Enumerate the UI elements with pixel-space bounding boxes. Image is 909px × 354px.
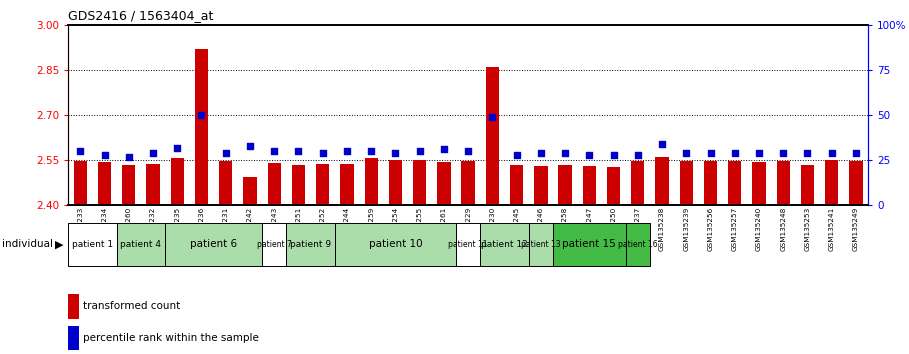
Bar <box>534 166 547 205</box>
Bar <box>171 158 184 205</box>
Bar <box>753 162 765 205</box>
Point <box>195 112 209 118</box>
Bar <box>680 161 693 205</box>
Bar <box>625 223 650 266</box>
Text: patient 11: patient 11 <box>448 240 488 249</box>
Point <box>485 114 500 120</box>
Point <box>388 150 403 156</box>
Bar <box>704 161 717 205</box>
Bar <box>510 165 524 205</box>
Point <box>122 154 136 159</box>
Bar <box>480 223 529 266</box>
Bar <box>776 161 790 205</box>
Bar <box>413 160 426 205</box>
Bar <box>801 165 814 205</box>
Text: GDS2416 / 1563404_at: GDS2416 / 1563404_at <box>68 9 214 22</box>
Bar <box>365 158 378 205</box>
Text: patient 6: patient 6 <box>190 239 237 249</box>
Text: patient 10: patient 10 <box>369 239 422 249</box>
Bar <box>437 162 451 205</box>
Bar <box>340 164 354 205</box>
Point <box>704 150 718 156</box>
Text: individual: individual <box>2 239 53 249</box>
Point <box>145 150 160 156</box>
Bar <box>389 160 402 205</box>
Text: transformed count: transformed count <box>83 301 180 311</box>
Bar <box>116 223 165 266</box>
Point <box>727 150 742 156</box>
Point <box>631 152 645 158</box>
Bar <box>267 163 281 205</box>
Text: patient 16: patient 16 <box>618 240 657 249</box>
Text: percentile rank within the sample: percentile rank within the sample <box>83 333 258 343</box>
Point <box>509 152 524 158</box>
Bar <box>195 49 208 205</box>
Bar <box>607 167 620 205</box>
Text: patient 1: patient 1 <box>72 240 113 249</box>
Text: patient 9: patient 9 <box>290 240 331 249</box>
Point <box>776 150 791 156</box>
Point <box>582 152 596 158</box>
Point <box>413 148 427 154</box>
Bar <box>68 223 116 266</box>
Bar <box>74 161 87 205</box>
Text: patient 13: patient 13 <box>521 240 561 249</box>
Bar <box>849 161 863 205</box>
Point <box>654 141 669 147</box>
Bar <box>485 67 499 205</box>
Point <box>534 150 548 156</box>
Point <box>97 152 112 158</box>
Point <box>170 145 185 150</box>
Point <box>315 150 330 156</box>
Point <box>364 148 378 154</box>
Bar <box>728 161 742 205</box>
Bar <box>262 223 286 266</box>
Point <box>461 148 475 154</box>
Bar <box>335 223 456 266</box>
Bar <box>825 160 838 205</box>
Bar <box>558 165 572 205</box>
Bar <box>98 162 111 205</box>
Text: ▶: ▶ <box>55 239 63 249</box>
Text: patient 15: patient 15 <box>563 239 616 249</box>
Bar <box>456 223 480 266</box>
Bar <box>553 223 625 266</box>
Bar <box>529 223 553 266</box>
Bar <box>462 161 474 205</box>
Point <box>824 150 839 156</box>
Point <box>558 150 573 156</box>
Point <box>218 150 233 156</box>
Point <box>800 150 814 156</box>
Bar <box>146 164 160 205</box>
Bar <box>286 223 335 266</box>
Point <box>752 150 766 156</box>
Text: patient 7: patient 7 <box>256 240 292 249</box>
Bar <box>165 223 262 266</box>
Text: patient 4: patient 4 <box>120 240 162 249</box>
Bar <box>631 161 644 205</box>
Point <box>73 148 87 154</box>
Point <box>291 148 305 154</box>
Bar <box>292 165 305 205</box>
Point <box>340 148 355 154</box>
Bar <box>219 161 233 205</box>
Bar <box>583 166 596 205</box>
Point <box>436 147 451 152</box>
Text: patient 12: patient 12 <box>481 240 528 249</box>
Bar <box>244 177 256 205</box>
Point <box>679 150 694 156</box>
Point <box>267 148 282 154</box>
Point <box>243 143 257 149</box>
Bar <box>655 157 669 205</box>
Point <box>849 150 864 156</box>
Bar <box>122 165 135 205</box>
Point <box>606 152 621 158</box>
Bar <box>316 164 329 205</box>
